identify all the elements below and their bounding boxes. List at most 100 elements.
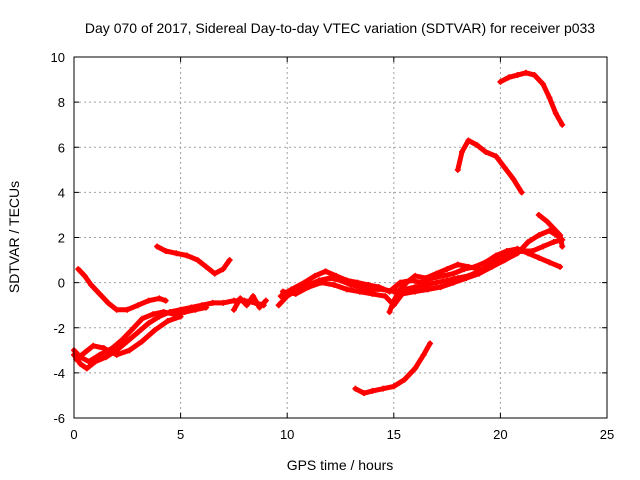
data-point bbox=[230, 297, 237, 304]
y-tick-label: 6 bbox=[58, 140, 65, 155]
track-line bbox=[455, 138, 525, 195]
data-point bbox=[390, 383, 397, 390]
data-point bbox=[162, 297, 169, 304]
track-line bbox=[71, 304, 209, 365]
data-track bbox=[497, 69, 566, 128]
data-point bbox=[386, 288, 393, 295]
x-tick-label: 5 bbox=[177, 427, 184, 442]
data-point bbox=[514, 72, 521, 79]
data-point bbox=[454, 261, 461, 268]
track-line bbox=[73, 314, 184, 362]
data-point bbox=[152, 327, 159, 334]
data-point bbox=[390, 297, 397, 304]
data-point bbox=[343, 286, 350, 293]
data-point bbox=[318, 279, 325, 286]
data-point bbox=[230, 306, 237, 313]
data-point bbox=[369, 290, 376, 297]
data-point bbox=[433, 279, 440, 286]
data-point bbox=[437, 284, 444, 291]
data-point bbox=[463, 275, 470, 282]
x-tick-label: 15 bbox=[387, 427, 401, 442]
axis-ticks: 0 5 10 15 20 25 -6 -4 -2 0 2 4 6 8 10 bbox=[51, 50, 615, 442]
data-point bbox=[497, 78, 504, 85]
data-point bbox=[102, 354, 109, 361]
track-line bbox=[231, 293, 269, 313]
x-tick-label: 0 bbox=[70, 427, 77, 442]
y-tick-label: 8 bbox=[58, 95, 65, 110]
data-track bbox=[279, 227, 564, 309]
data-point bbox=[482, 148, 489, 155]
data-series bbox=[71, 69, 566, 397]
data-point bbox=[183, 252, 190, 259]
data-point bbox=[203, 304, 210, 311]
data-point bbox=[77, 360, 84, 367]
data-point bbox=[559, 243, 566, 250]
data-point bbox=[220, 266, 227, 273]
data-point bbox=[444, 266, 451, 273]
data-track bbox=[535, 211, 566, 250]
track-line bbox=[280, 228, 563, 308]
data-point bbox=[412, 272, 419, 279]
data-point bbox=[250, 293, 257, 300]
data-point bbox=[124, 306, 131, 313]
data-point bbox=[322, 268, 329, 275]
data-track bbox=[154, 243, 233, 277]
data-point bbox=[331, 281, 338, 288]
data-point bbox=[279, 288, 286, 295]
data-point bbox=[139, 338, 146, 345]
data-track bbox=[71, 304, 210, 365]
data-point bbox=[450, 279, 457, 286]
data-point bbox=[557, 232, 564, 239]
data-point bbox=[550, 239, 557, 246]
data-point bbox=[120, 336, 127, 343]
data-point bbox=[552, 110, 559, 117]
y-tick-label: 0 bbox=[58, 276, 65, 291]
data-track bbox=[73, 313, 184, 363]
data-point bbox=[420, 351, 427, 358]
data-point bbox=[96, 351, 103, 358]
data-point bbox=[90, 342, 97, 349]
data-point bbox=[522, 69, 529, 76]
data-point bbox=[256, 304, 263, 311]
data-track bbox=[75, 266, 169, 313]
data-point bbox=[525, 250, 532, 257]
data-point bbox=[557, 263, 564, 270]
data-point bbox=[88, 281, 95, 288]
data-point bbox=[501, 257, 508, 264]
data-point bbox=[397, 279, 404, 286]
data-point bbox=[535, 232, 542, 239]
x-tick-label: 10 bbox=[280, 427, 294, 442]
data-point bbox=[134, 329, 141, 336]
x-axis-label: GPS time / hours bbox=[287, 457, 394, 473]
data-point bbox=[162, 248, 169, 255]
data-point bbox=[237, 295, 244, 302]
data-point bbox=[418, 279, 425, 286]
data-point bbox=[326, 275, 333, 282]
data-track bbox=[352, 340, 434, 397]
chart-title: Day 070 of 2017, Sidereal Day-to-day VTE… bbox=[85, 20, 595, 36]
data-point bbox=[482, 259, 489, 266]
data-track bbox=[386, 261, 483, 315]
data-point bbox=[173, 250, 180, 257]
data-point bbox=[333, 272, 340, 279]
data-point bbox=[424, 286, 431, 293]
data-point bbox=[81, 349, 88, 356]
data-point bbox=[459, 148, 466, 155]
data-point bbox=[382, 293, 389, 300]
data-point bbox=[514, 250, 521, 257]
data-point bbox=[134, 302, 141, 309]
data-track bbox=[454, 137, 525, 196]
data-point bbox=[194, 257, 201, 264]
data-point bbox=[124, 338, 131, 345]
data-point bbox=[311, 272, 318, 279]
y-tick-label: -2 bbox=[53, 321, 65, 336]
data-track bbox=[230, 293, 269, 313]
data-point bbox=[401, 376, 408, 383]
data-point bbox=[380, 385, 387, 392]
data-point bbox=[209, 299, 216, 306]
data-point bbox=[540, 243, 547, 250]
data-point bbox=[85, 358, 92, 365]
data-point bbox=[503, 248, 510, 255]
data-point bbox=[473, 141, 480, 148]
